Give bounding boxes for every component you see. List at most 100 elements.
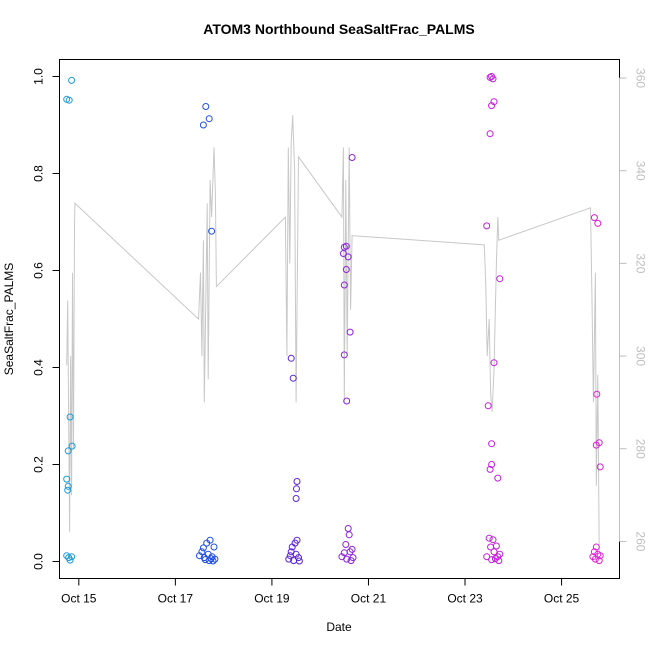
- y2-tick-label: 280: [634, 439, 648, 459]
- data-point: [293, 485, 300, 493]
- data-point: [594, 219, 602, 227]
- x-tick-label: Oct 23: [447, 592, 483, 606]
- y-tick-label: 0.4: [32, 359, 46, 376]
- data-point: [486, 130, 494, 138]
- data-point: [293, 478, 301, 485]
- y2-tick-label: 260: [634, 531, 648, 551]
- data-point: [490, 548, 498, 556]
- data-point: [348, 545, 356, 553]
- data-point: [593, 390, 601, 398]
- y-axis: 0.0 0.2 0.4 0.6 0.8 1.0: [32, 68, 60, 570]
- data-point: [68, 442, 76, 450]
- series-group: [338, 154, 357, 565]
- data-point: [495, 557, 503, 565]
- data-point: [488, 461, 496, 468]
- x-axis-label: Date: [326, 620, 352, 634]
- data-point: [63, 552, 71, 560]
- data-point: [65, 96, 73, 104]
- data-point: [295, 554, 302, 562]
- data-point: [198, 548, 206, 556]
- x-tick-label: Oct 21: [351, 592, 387, 606]
- data-point: [287, 354, 295, 362]
- data-point: [64, 482, 72, 490]
- data-point: [210, 543, 218, 551]
- data-point: [211, 555, 219, 563]
- data-point: [285, 555, 293, 563]
- data-point: [488, 102, 496, 110]
- series-group: [196, 103, 219, 565]
- secondary-series-line: [66, 115, 600, 551]
- y-axis-label: SeaSaltFrac_PALMS: [2, 263, 16, 376]
- data-point: [68, 553, 76, 561]
- data-point: [488, 440, 496, 448]
- data-point: [488, 556, 496, 564]
- data-point: [496, 275, 504, 283]
- data-point: [492, 542, 500, 550]
- data-point: [199, 121, 207, 129]
- data-point: [590, 214, 598, 222]
- y-tick-label: 0.0: [32, 553, 46, 570]
- data-point: [342, 242, 350, 250]
- data-point: [596, 463, 604, 471]
- data-point: [494, 474, 502, 482]
- data-point: [63, 475, 71, 483]
- y2-axis: 260 280 300 320 340 360: [619, 68, 648, 552]
- x-tick-label: Oct 25: [544, 592, 580, 606]
- data-point: [595, 557, 603, 565]
- data-point: [208, 227, 216, 235]
- data-point: [496, 550, 504, 558]
- data-point: [66, 413, 74, 421]
- data-point: [209, 557, 217, 565]
- data-point: [343, 397, 351, 405]
- data-point: [346, 328, 354, 336]
- x-axis: Oct 15 Oct 17 Oct 19 Oct 21 Oct 23 Oct 25: [61, 578, 580, 606]
- series-group: [285, 354, 303, 565]
- data-point: [68, 76, 76, 84]
- data-point: [486, 73, 494, 81]
- data-point: [348, 154, 356, 161]
- y2-tick-label: 340: [634, 161, 648, 181]
- points-layer: [63, 73, 604, 565]
- series-group: [63, 76, 76, 564]
- series-group: [589, 214, 604, 565]
- data-point: [206, 536, 214, 544]
- data-point: [490, 359, 498, 367]
- data-point: [349, 554, 357, 562]
- data-point: [484, 402, 492, 410]
- x-tick-label: Oct 17: [158, 592, 194, 606]
- data-point: [340, 281, 348, 289]
- data-point: [66, 556, 74, 564]
- data-point: [289, 374, 297, 382]
- series-group: [483, 73, 504, 565]
- data-point: [64, 486, 72, 494]
- data-point: [485, 534, 493, 542]
- data-point: [292, 495, 300, 502]
- data-point: [489, 536, 497, 544]
- y-tick-label: 0.6: [32, 262, 46, 279]
- y2-tick-label: 300: [634, 346, 648, 366]
- y2-tick-label: 320: [634, 253, 648, 273]
- data-point: [342, 266, 350, 273]
- data-point: [343, 555, 351, 563]
- data-point: [345, 531, 353, 539]
- data-point: [64, 447, 72, 455]
- x-tick-label: Oct 15: [61, 592, 97, 606]
- y2-tick-label: 360: [634, 68, 648, 88]
- data-point: [205, 115, 213, 123]
- y-tick-label: 1.0: [32, 68, 46, 85]
- data-point: [199, 544, 207, 552]
- data-point: [339, 250, 347, 257]
- data-point: [340, 351, 348, 359]
- data-point: [344, 253, 352, 261]
- secondary-line-layer: [66, 115, 600, 551]
- chart-title: ATOM3 Northbound SeaSaltFrac_PALMS: [203, 21, 474, 37]
- data-point: [483, 222, 491, 230]
- x-tick-label: Oct 19: [254, 592, 290, 606]
- data-point: [295, 557, 303, 565]
- data-point: [293, 536, 301, 544]
- data-point: [486, 465, 494, 473]
- data-point: [202, 103, 210, 110]
- data-point: [596, 552, 604, 560]
